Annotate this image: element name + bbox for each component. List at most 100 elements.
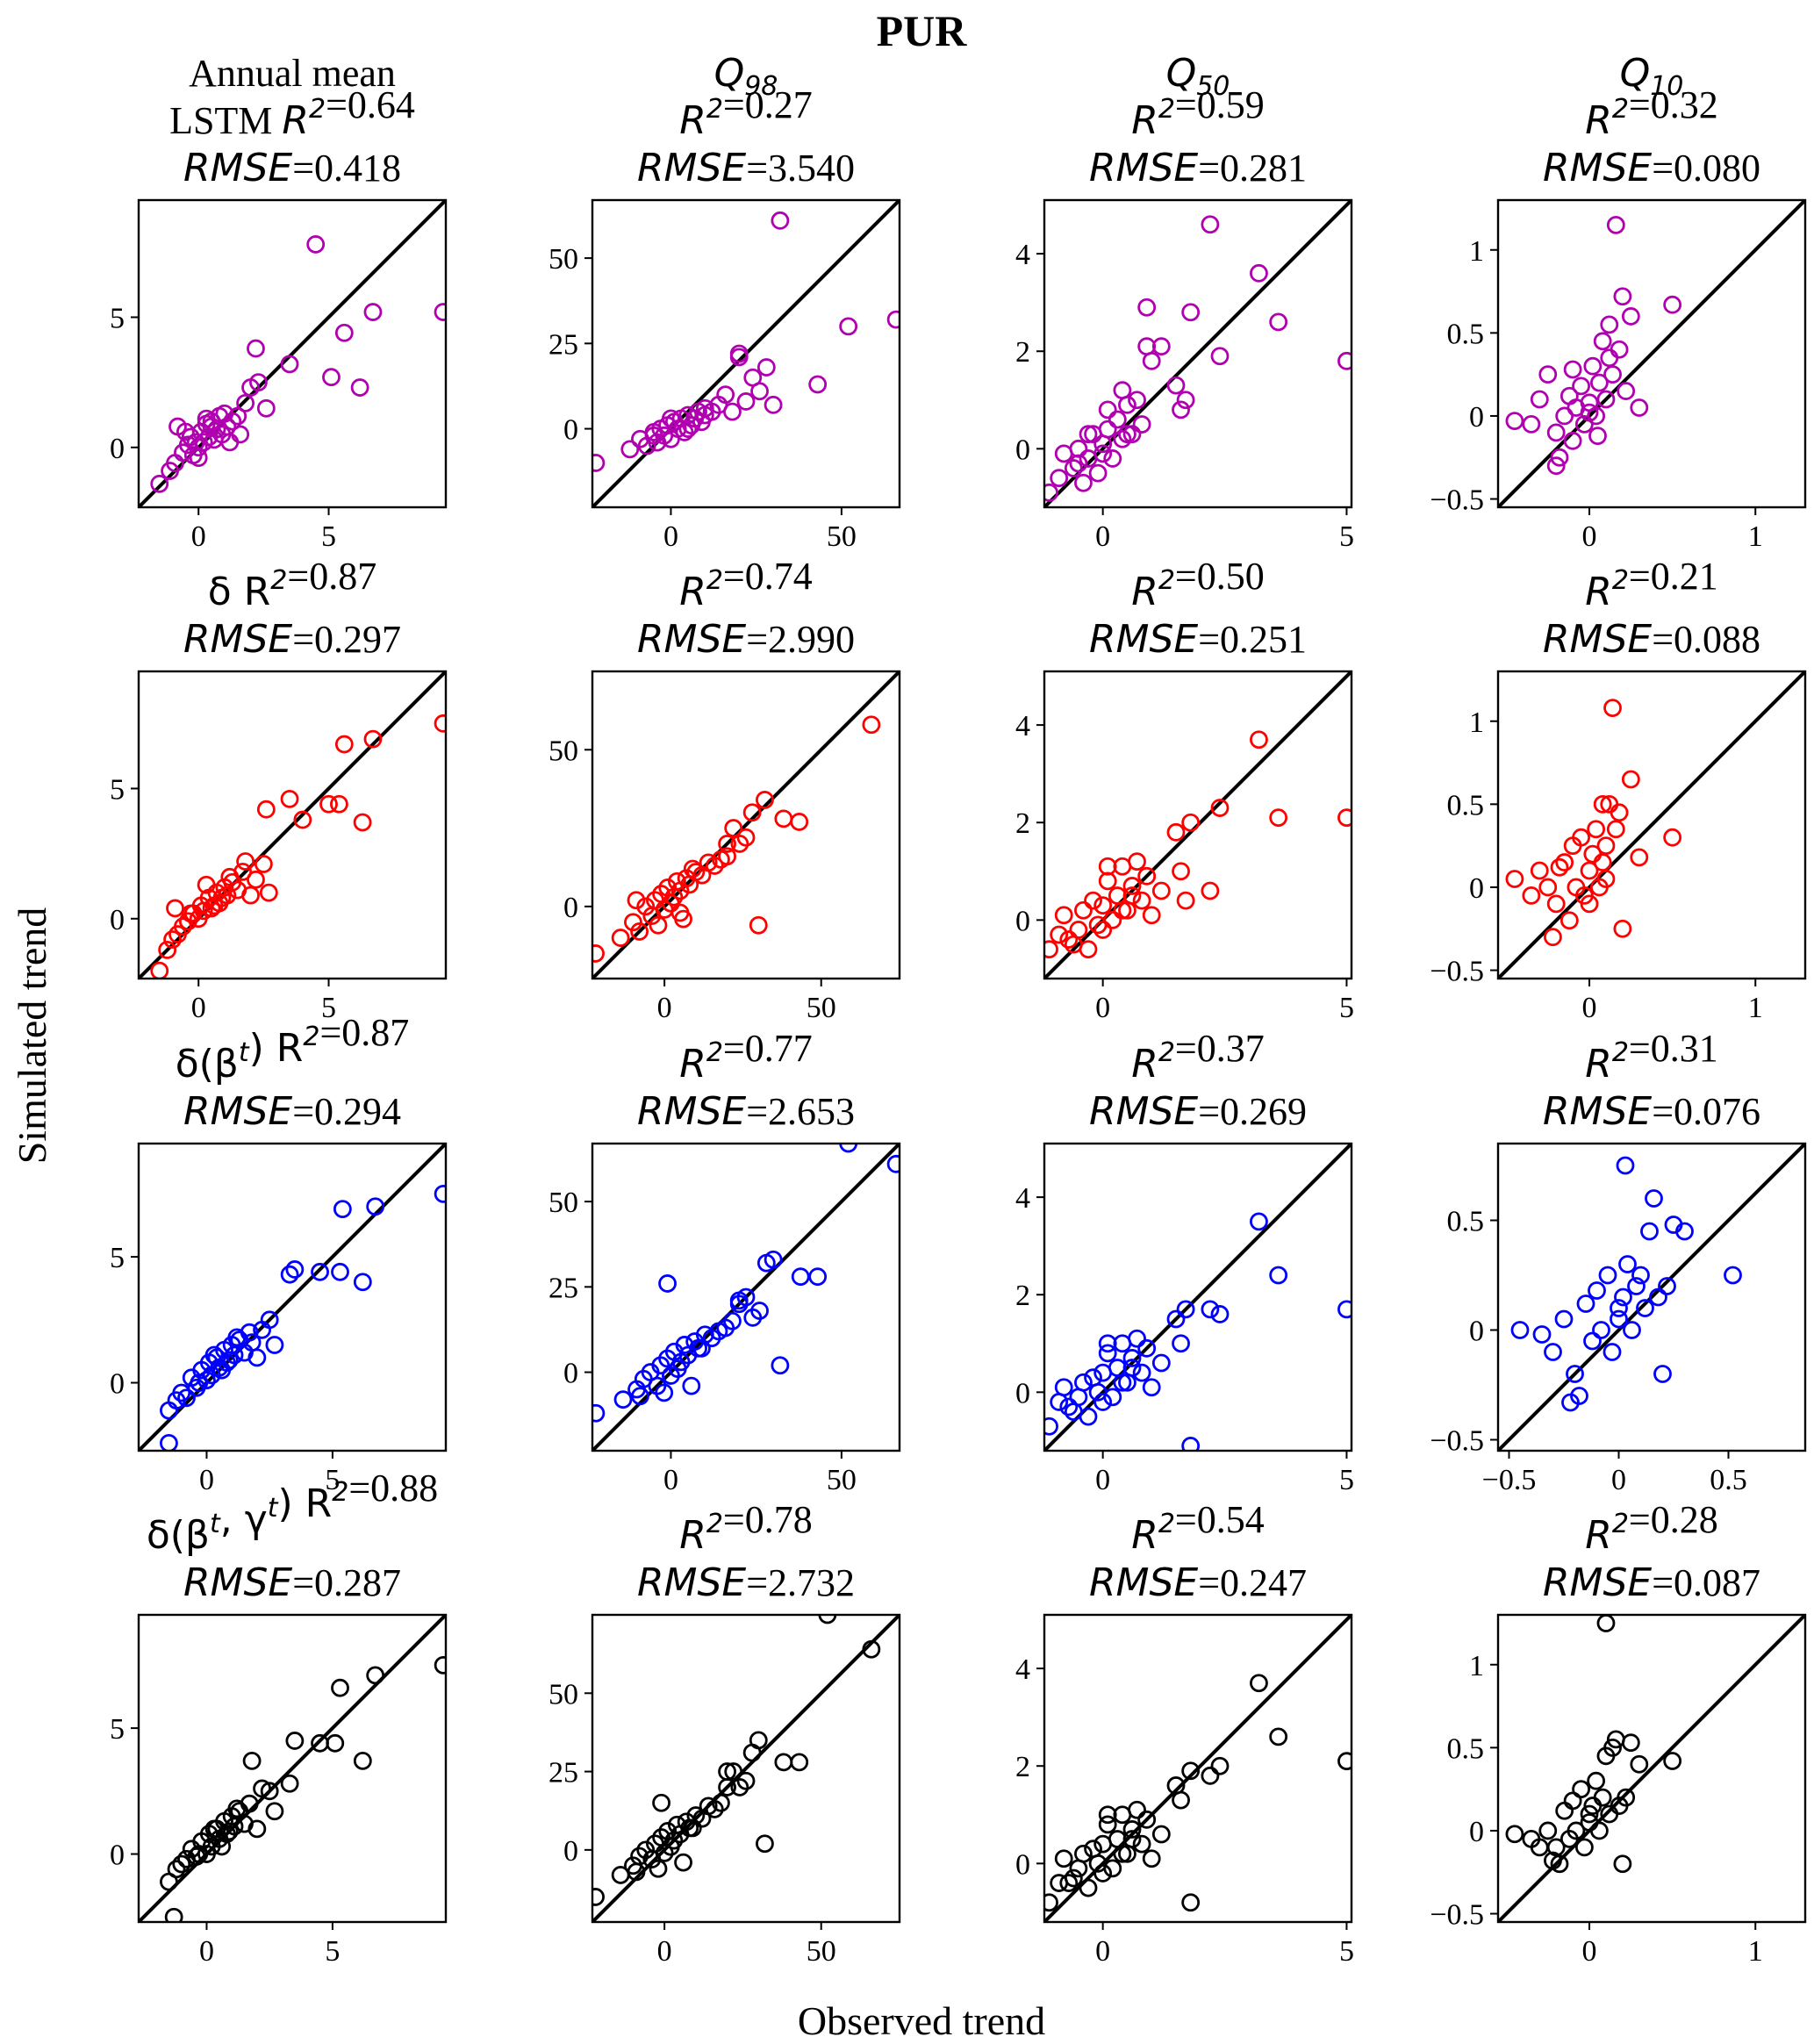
y-tick-label: 0 [110, 433, 125, 465]
data-point [1122, 1830, 1142, 1848]
data-point [678, 420, 698, 438]
data-point [1580, 403, 1599, 422]
y-tick-label: 50 [549, 243, 578, 276]
panel-title-line: RMSE=0.281 [1089, 146, 1307, 190]
data-point [1583, 1331, 1602, 1351]
y-tick-label: −0.5 [1430, 956, 1484, 988]
data-point [227, 1799, 247, 1818]
panel-title-line: Q10 [1620, 51, 1684, 102]
data-point [329, 794, 348, 814]
data-point [1054, 1849, 1073, 1868]
data-point [1550, 857, 1569, 877]
data-point [818, 1615, 837, 1624]
x-tick-label: 5 [325, 1464, 340, 1496]
panel-title-line: δ(βt) R2=0.87 [176, 1011, 410, 1087]
data-point [1616, 1156, 1635, 1175]
data-point [1176, 1300, 1195, 1319]
data-point [886, 1154, 900, 1173]
y-axis-label: Simulated trend [10, 907, 54, 1165]
data-point [1550, 1854, 1569, 1874]
data-point [1505, 1825, 1524, 1844]
data-point [241, 886, 260, 905]
data-point [1621, 307, 1640, 326]
panel-title-line: RMSE=0.297 [183, 617, 401, 662]
data-point [1649, 1287, 1667, 1307]
data-point [1610, 1299, 1628, 1317]
data-point [1606, 820, 1625, 839]
data-point [1606, 215, 1625, 234]
x-tick-label: −0.5 [1482, 1464, 1537, 1496]
data-point [1603, 1738, 1622, 1757]
data-point [1128, 1800, 1146, 1819]
x-tick-label: 0 [1611, 1464, 1626, 1496]
data-point [1610, 1309, 1628, 1329]
y-tick-label: 50 [549, 735, 578, 767]
data-point [319, 794, 338, 814]
data-point [1044, 940, 1058, 959]
data-point [1181, 1761, 1201, 1781]
panel-title-line: RMSE=2.653 [637, 1089, 855, 1134]
data-point [236, 393, 255, 412]
data-point [1050, 469, 1069, 488]
y-tick-label: 0 [563, 414, 578, 447]
data-point [631, 1387, 649, 1406]
data-point [1059, 1874, 1079, 1892]
data-point [1142, 351, 1161, 370]
data-point [1098, 1805, 1117, 1825]
plot-area [139, 671, 446, 979]
figure-title: PUR [877, 6, 968, 55]
y-tick-label: 0 [1015, 1848, 1030, 1881]
axes-frame [591, 198, 901, 509]
data-point [1132, 891, 1151, 910]
plot-area [1498, 200, 1805, 507]
panel-title-line: RMSE=0.294 [183, 1089, 401, 1134]
axes-frame [1496, 198, 1807, 509]
plot-area [139, 200, 446, 507]
data-point [1098, 1815, 1117, 1834]
x-tick-label: 0 [663, 1464, 678, 1496]
data-point [668, 871, 686, 891]
one-to-one-line [139, 1615, 446, 1922]
x-tick-label: 5 [1339, 992, 1354, 1024]
data-point [1596, 390, 1616, 409]
data-point [764, 1250, 783, 1269]
data-point [1636, 1299, 1654, 1317]
data-point [736, 392, 756, 411]
x-tick-label: 5 [1339, 520, 1354, 553]
data-point [265, 1802, 284, 1821]
data-point [1580, 1804, 1599, 1824]
y-tick-label: 4 [1015, 1182, 1030, 1215]
panel-title-line: RMSE=2.990 [637, 617, 855, 662]
data-point [1522, 886, 1541, 905]
data-point [729, 1291, 749, 1310]
data-point [1113, 1373, 1132, 1392]
y-tick-label: 2 [1015, 1751, 1030, 1783]
data-point [1093, 1864, 1113, 1883]
data-point [1550, 448, 1569, 467]
data-point [350, 378, 369, 397]
data-point [613, 1390, 633, 1409]
data-point [1505, 412, 1524, 431]
data-point [611, 929, 630, 947]
data-point [1598, 1266, 1617, 1285]
data-point [1151, 881, 1171, 900]
axes-frame [137, 198, 448, 509]
data-point [1098, 857, 1117, 876]
x-tick-label: 50 [827, 1464, 857, 1496]
panel-title-line: Q98 [714, 51, 778, 102]
data-point [636, 1840, 656, 1860]
data-point [1596, 870, 1616, 888]
data-point [1530, 861, 1549, 880]
data-point [1617, 1788, 1636, 1807]
data-point [164, 1907, 183, 1922]
data-point [683, 859, 702, 879]
y-tick-label: 5 [110, 1713, 125, 1746]
data-point [655, 1844, 674, 1862]
panel-title-line: R2=0.21 [1585, 555, 1718, 614]
x-tick-label: 50 [827, 520, 857, 553]
